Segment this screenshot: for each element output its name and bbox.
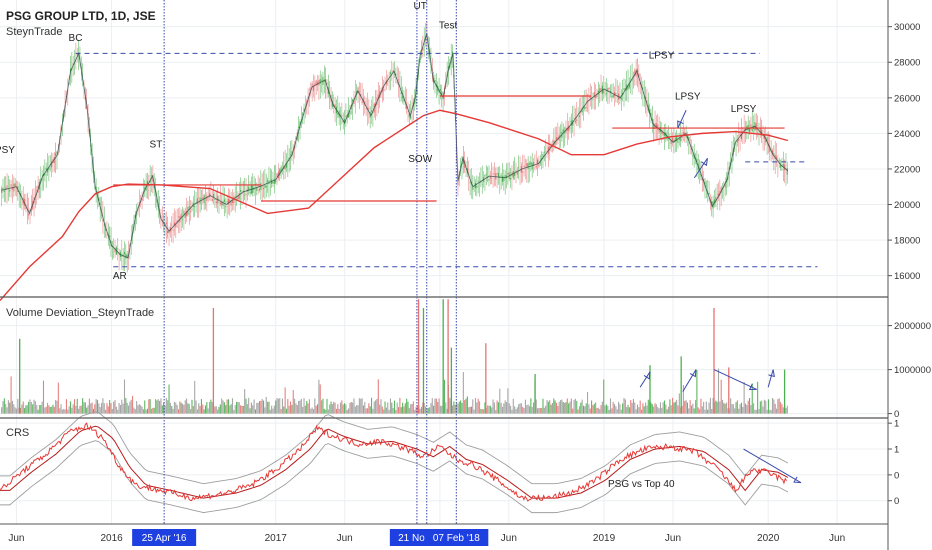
price-tick-label: 26000 (894, 93, 920, 104)
chart-title: PSG GROUP LTD, 1D, JSE (6, 9, 156, 23)
annotation-label: UT (414, 1, 427, 12)
annotation-label: SOW (408, 154, 432, 165)
volume-trend-arrow-head (643, 371, 651, 380)
annotation-label: BC (69, 33, 83, 44)
price-tick-label: 24000 (894, 129, 920, 140)
annotation-label: AR (113, 271, 127, 282)
x-tick-label: Jun (665, 533, 681, 544)
x-tick-label: Jun (8, 533, 24, 544)
trend-arrow (693, 158, 708, 179)
annotation-label: ST (150, 140, 163, 151)
volume-trend-arrow (767, 369, 774, 388)
crs-trend-arrow (743, 448, 802, 484)
x-tick-label: Jun (501, 533, 517, 544)
moving-average-line (0, 109, 789, 302)
crs-tick-label: 0 (894, 496, 899, 507)
x-tick-label: 2019 (593, 533, 616, 544)
grid (0, 0, 888, 524)
highlight-date-box (424, 529, 489, 546)
highlight-date-box (132, 529, 197, 546)
trend-arrow (677, 110, 687, 129)
annotation-label: Test (439, 20, 458, 31)
volume-tick-label: 2000000 (894, 321, 931, 332)
highlight-date-label: 21 Nov '17 (398, 533, 446, 544)
price-tick-label: 20000 (894, 200, 920, 211)
price-series-line (1, 33, 789, 259)
annotations-layer: PSY BC ST AR UT Test SOW LPSY LPSY LPSY PSG vs Top… (0, 0, 818, 524)
annotation-label: LPSY (675, 92, 701, 103)
trend-arrow-head (677, 120, 684, 129)
pane-frames (0, 0, 889, 550)
price-tick-label: 30000 (894, 22, 920, 33)
crs-trend-arrow-head (793, 476, 802, 484)
crs-average-line (0, 425, 789, 499)
volume-tick-label: 1000000 (894, 365, 931, 376)
volume-trend-arrow-head (768, 369, 775, 378)
highlight-date-label: 07 Feb '18 (433, 533, 480, 544)
highlight-date-label: 25 Apr '16 (142, 533, 187, 544)
annotation-label: LPSY (649, 51, 675, 62)
crs-tick-label: 1 (894, 419, 899, 430)
crs-pane-title: CRS (6, 427, 29, 439)
crs-annotation-label: PSG vs Top 40 (608, 479, 675, 490)
volume-trend-arrow (682, 369, 697, 392)
chart-subtitle: SteynTrade (6, 26, 62, 38)
x-tick-label: 2020 (757, 533, 780, 544)
volume-pane-title: Volume Deviation_SteynTrade (6, 307, 154, 319)
volume-trend-arrow (713, 369, 757, 390)
volume-trend-arrow-head (689, 369, 697, 378)
axes-layer: Jun20162017Jun2018Jun2019Jun2020Jun16000… (8, 22, 931, 546)
volume-trend-arrow-head (748, 383, 757, 391)
series-layer (0, 22, 789, 514)
price-tick-label: 22000 (894, 164, 920, 175)
price-tick-label: 18000 (894, 236, 920, 247)
annotation-label: LPSY (731, 104, 757, 115)
x-tick-label: 2016 (100, 533, 123, 544)
x-tick-label: 2017 (265, 533, 288, 544)
x-tick-label: Jun (829, 533, 845, 544)
price-tick-label: 16000 (894, 271, 920, 282)
crs-upper-band (0, 411, 789, 485)
annotation-label: PSY (0, 145, 15, 156)
crs-line (0, 422, 787, 502)
crs-tick-label: 0 (894, 470, 899, 481)
volume-bars (1, 299, 788, 414)
volume-trend-arrow (639, 371, 651, 388)
volume-tick-label: 0 (894, 409, 899, 420)
trend-arrow-head (701, 158, 708, 167)
price-tick-label: 28000 (894, 58, 920, 69)
crs-tick-label: 1 (894, 445, 899, 456)
x-tick-label: Jun (337, 533, 353, 544)
